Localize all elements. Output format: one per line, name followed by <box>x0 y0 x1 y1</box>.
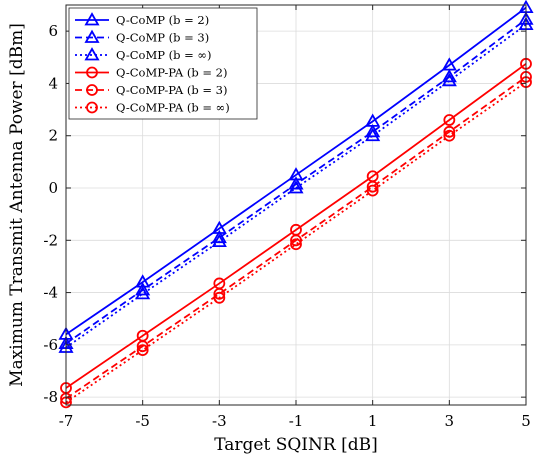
data-point <box>365 127 381 142</box>
data-point <box>288 176 304 190</box>
legend-label: Q-CoMP-PA (b = 3) <box>116 83 227 97</box>
y-tick-label: 6 <box>48 22 58 40</box>
legend-box <box>68 7 258 120</box>
data-point <box>211 233 227 248</box>
series-line <box>65 63 527 389</box>
legend-label: Q-CoMP-PA (b = ∞) <box>116 101 230 115</box>
legend: Q-CoMP (b = 2) Q-CoMP (b = 3) Q-CoMP (b = … <box>68 7 258 120</box>
data-point <box>135 286 151 300</box>
x-tick-label: -1 <box>289 412 304 430</box>
data-point <box>288 180 304 194</box>
legend-marker <box>86 84 98 96</box>
series-line <box>65 23 527 349</box>
series-line <box>65 76 527 400</box>
legend-label: Q-CoMP (b = ∞) <box>116 48 212 62</box>
data-point <box>443 129 456 142</box>
data-point <box>136 344 149 356</box>
legend-marker <box>86 101 98 114</box>
data-point <box>366 184 379 197</box>
series-line <box>65 6 527 336</box>
x-axis-title: Target SQINR [dB] <box>214 435 377 455</box>
y-tick-label: 0 <box>48 179 58 197</box>
series-line <box>65 81 527 404</box>
data-point <box>365 123 381 138</box>
y-tick-label: -4 <box>43 284 58 302</box>
legend-label: Q-CoMP (b = 3) <box>116 31 209 45</box>
legend-marker <box>84 47 100 61</box>
legend-label: Q-CoMP-PA (b = 2) <box>116 66 227 80</box>
data-point <box>290 238 302 251</box>
y-tick-label: -8 <box>43 388 58 406</box>
ticks: -7 -5 -3 -1 1 3 5 -8 -6 -4 -2 0 2 4 6 <box>43 5 531 430</box>
x-tick-label: 3 <box>445 412 455 430</box>
y-tick-label: -2 <box>43 231 58 249</box>
x-tick-label: 5 <box>521 412 531 430</box>
y-tick-label: -6 <box>43 336 58 354</box>
x-tick-label: -7 <box>59 412 74 430</box>
y-axis-title: Maximum Transmit Antenna Power [dBm] <box>7 23 27 387</box>
legend-marker <box>84 12 100 26</box>
legend-marker <box>86 66 98 79</box>
legend-marker <box>84 29 100 43</box>
data-point <box>135 282 151 296</box>
y-tick-label: 4 <box>48 74 58 92</box>
series-line <box>65 18 527 345</box>
data-point <box>443 114 456 126</box>
y-tick-label: 2 <box>48 127 58 145</box>
data-point <box>441 73 457 87</box>
x-tick-label: 1 <box>368 412 378 430</box>
legend-label: Q-CoMP (b = 2) <box>116 13 209 27</box>
data-point <box>136 340 149 353</box>
x-tick-label: -3 <box>212 412 227 430</box>
x-tick-label: -5 <box>135 412 150 430</box>
data-point <box>366 180 379 193</box>
data-point <box>213 291 226 304</box>
